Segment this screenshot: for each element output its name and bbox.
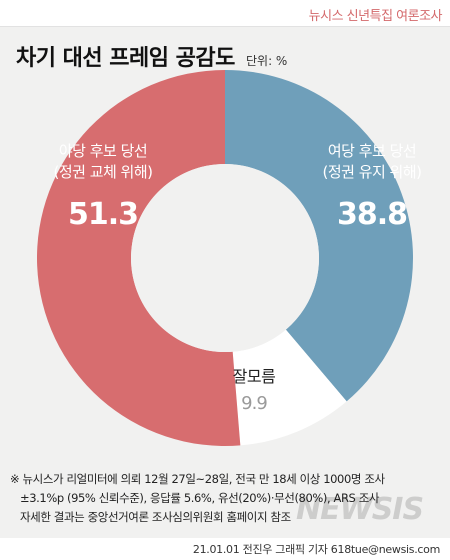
slice-label-unknown: 잘모름 9.9 — [222, 366, 286, 414]
slice-unknown — [232, 329, 347, 446]
opposition-label-line1: 야당 후보 당선 — [58, 142, 148, 160]
donut-hole — [131, 164, 319, 352]
title-row: 차기 대선 프레임 공감도 단위: % — [16, 40, 287, 72]
unknown-label: 잘모름 — [232, 367, 276, 386]
series-label: 뉴시스 신년특집 여론조사 — [308, 9, 443, 24]
unit-label: 단위: % — [245, 54, 288, 68]
ruling-value: 38.8 — [336, 197, 408, 232]
ruling-label-line1: 여당 후보 당선 — [327, 142, 417, 160]
newsis-watermark: NEWSIS — [296, 492, 424, 527]
slice-opposition — [37, 70, 241, 446]
chart-title: 차기 대선 프레임 공감도 — [16, 46, 235, 71]
slice-label-ruling: 여당 후보 당선 (정권 유지 위해) 38.8 — [287, 141, 450, 232]
slice-ruling — [225, 70, 413, 402]
footnote-line-1: ※ 뉴시스가 리얼미터에 의뢰 12월 27일~28일, 전국 만 18세 이상… — [10, 472, 385, 486]
opposition-label-line2: (정권 교체 위해) — [53, 163, 153, 181]
footnote-line-3: 자세한 결과는 중앙선거여론 조사심의위원회 홈페이지 참조 — [20, 510, 291, 524]
unknown-value: 9.9 — [241, 393, 268, 414]
credit-bar: 21.01.01 전진우 그래픽 기자 618tue@newsis.com — [0, 538, 450, 560]
credit-text: 21.01.01 전진우 그래픽 기자 618tue@newsis.com — [192, 543, 440, 556]
opposition-value: 51.3 — [67, 197, 139, 232]
footnote-line-2: ±3.1%p (95% 신뢰수준), 응답률 5.6%, 유선(20%)·무선(… — [20, 491, 380, 505]
ruling-label-line2: (정권 유지 위해) — [322, 163, 422, 181]
slice-label-opposition: 야당 후보 당선 (정권 교체 위해) 51.3 — [18, 141, 188, 232]
header-bar: 뉴시스 신년특집 여론조사 — [0, 0, 450, 27]
survey-footnote: ※ 뉴시스가 리얼미터에 의뢰 12월 27일~28일, 전국 만 18세 이상… — [10, 470, 446, 527]
